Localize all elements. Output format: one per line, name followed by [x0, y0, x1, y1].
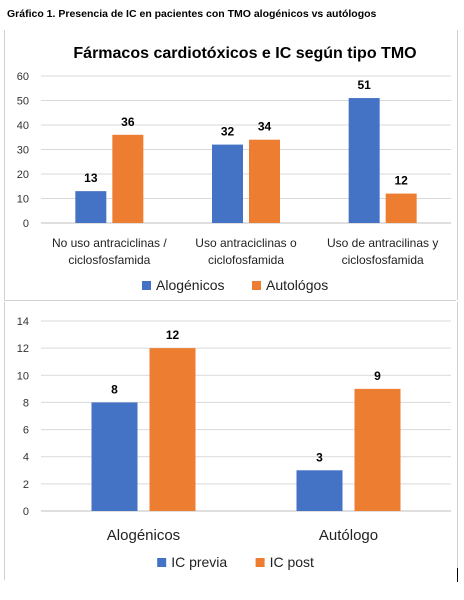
- chart2-data-label: 12: [166, 328, 180, 342]
- chart2-category-label: Alogénicos: [107, 527, 180, 544]
- chart-farmacos-svg: Fármacos cardiotóxicos e IC según tipo T…: [17, 45, 451, 293]
- chart1-category-label: ciclosfosfamida: [342, 253, 424, 267]
- chart1-category-label: ciclofosfamida: [208, 253, 284, 267]
- chart1-category-label: Uso de antracilinas y: [327, 236, 438, 250]
- chart1-title: Fármacos cardiotóxicos e IC según tipo T…: [73, 45, 416, 62]
- chart2-y-tick-label: 4: [23, 452, 29, 464]
- chart2-y-tick-label: 0: [23, 506, 29, 518]
- chart1-y-tick-label: 20: [17, 169, 29, 181]
- chart1-y-tick-label: 50: [17, 96, 29, 108]
- chart2-bar: [149, 348, 196, 511]
- chart1-data-label: 34: [258, 120, 272, 134]
- chart1-data-label: 36: [121, 115, 135, 129]
- chart1-y-tick-label: 10: [17, 194, 29, 206]
- chart1-y-tick-label: 40: [17, 120, 29, 132]
- chart1-y-tick-label: 30: [17, 145, 29, 157]
- panel-divider: [4, 300, 456, 301]
- chart1-data-label: 32: [221, 125, 235, 139]
- chart1-bar: [212, 144, 243, 223]
- text-cursor: [457, 568, 458, 582]
- chart1-bar: [385, 193, 417, 223]
- figure-caption: Gráfico 1. Presencia de IC en pacientes …: [7, 8, 377, 20]
- chart-ic-svg: 0 2 4 6 8 10 12 14 8 12 Alogénicos 3 9 Autólogo IC pre…: [17, 316, 451, 570]
- chart2-data-label: 8: [111, 382, 118, 396]
- chart2-bar: [296, 470, 343, 511]
- chart1-category-label: Uso antraciclinas o: [195, 236, 297, 250]
- chart2-y-tick-label: 10: [17, 370, 29, 382]
- chart2-category-label: Autólogo: [319, 527, 378, 544]
- chart1-data-label: 12: [394, 174, 408, 188]
- chart1-category-label: No uso antraciclinas /: [52, 236, 167, 250]
- chart2-y-tick-label: 6: [23, 425, 29, 437]
- chart1-bar: [75, 191, 107, 223]
- chart1-bar: [112, 134, 144, 223]
- chart2-bar: [91, 402, 138, 511]
- chart2-y-tick-label: 12: [17, 343, 29, 355]
- chart1-y-tick-label: 60: [17, 71, 29, 83]
- chart2-data-label: 3: [316, 450, 323, 464]
- chart2-y-tick-label: 14: [17, 316, 29, 328]
- chart2-data-label: 9: [374, 369, 381, 383]
- chart2-y-tick-label: 8: [23, 397, 29, 409]
- chart1-bar: [348, 98, 380, 223]
- chart2-y-tick-label: 2: [23, 479, 29, 491]
- chart1-y-tick-label: 0: [23, 218, 29, 230]
- chart2-legend-swatch: [157, 558, 167, 567]
- chart-panel-farmacos: Fármacos cardiotóxicos e IC según tipo T…: [4, 30, 458, 300]
- chart1-data-label: 13: [84, 171, 98, 185]
- chart1-legend-label: Autológos: [266, 277, 328, 293]
- chart2-legend-label: IC previa: [171, 554, 227, 570]
- chart1-category-label: ciclosfosfamida: [68, 253, 150, 267]
- chart2-legend-swatch: [255, 558, 265, 567]
- chart1-legend-swatch: [252, 281, 261, 290]
- chart1-data-label: 51: [357, 78, 371, 92]
- chart2-legend-label: IC post: [270, 554, 314, 570]
- chart2-bar: [354, 388, 401, 511]
- chart-panel-ic: 0 2 4 6 8 10 12 14 8 12 Alogénicos 3 9 Autólogo IC pre…: [4, 302, 458, 580]
- chart1-legend-label: Alogénicos: [156, 277, 225, 293]
- chart1-bar: [249, 139, 280, 223]
- chart1-legend-swatch: [142, 281, 151, 290]
